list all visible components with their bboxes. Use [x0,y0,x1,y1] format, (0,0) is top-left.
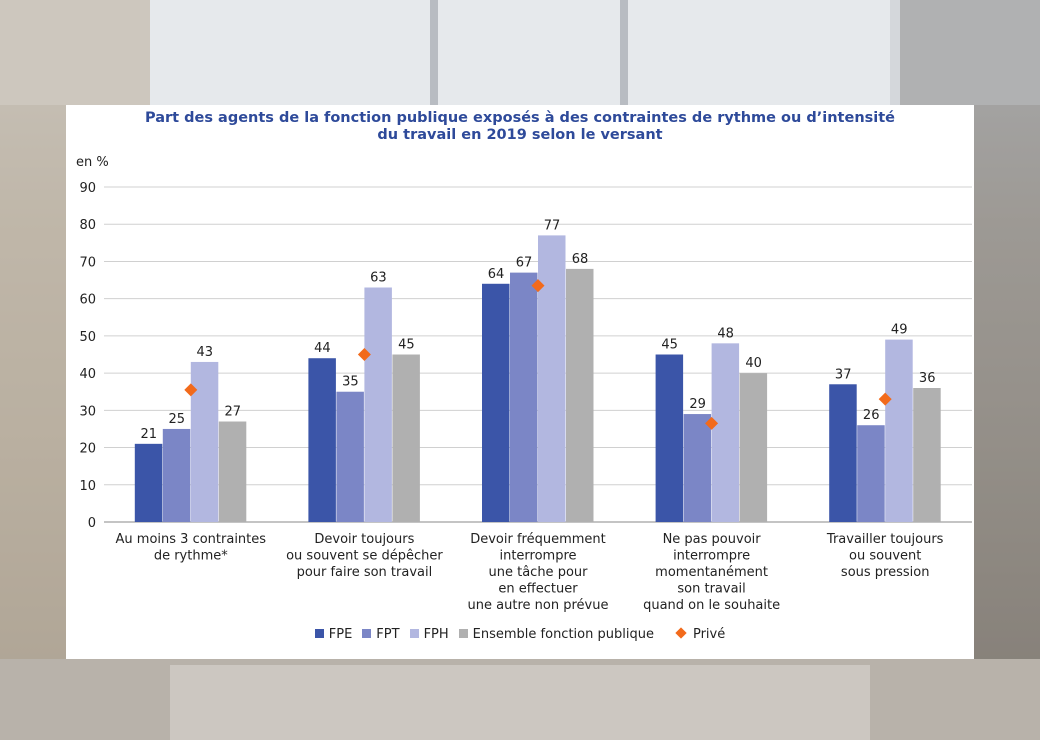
y-tick-label: 70 [79,255,96,270]
prive-marker [531,279,545,293]
data-label: 63 [370,271,387,286]
bar [655,354,684,522]
data-label: 45 [661,338,678,353]
x-tick-label: quand on le souhaite [643,598,780,613]
data-label: 27 [225,405,242,420]
x-tick-label: pour faire son travail [297,565,433,580]
bar-chart: en % 0 10 20 30 40 50 60 70 80 90 21 25 43 27 Au moins … [76,155,972,613]
bar [913,388,941,522]
data-label: 49 [891,323,908,338]
chart-legend: FPE FPT FPH Ensemble fonction publique Privé [66,627,974,642]
x-tick-label: son travail [677,582,745,597]
x-tick-label: Ne pas pouvoir [663,532,762,547]
data-label: 25 [169,412,186,427]
legend-item: Privé [675,627,726,642]
y-tick-label: 20 [79,442,96,457]
y-tick-label: 40 [79,367,96,382]
bar [510,272,538,522]
bar [711,343,740,522]
legend-swatch [409,629,419,638]
legend-diamond [675,627,687,639]
bar [336,391,364,522]
y-axis-label: en % [76,155,109,170]
bar [829,384,857,522]
legend-swatch [458,629,468,638]
data-label: 64 [488,267,505,282]
x-tick-label: momentanément [655,565,768,580]
data-label: 26 [863,408,880,423]
x-tick-label: une tâche pour [489,565,589,580]
y-tick-label: 50 [79,330,96,345]
bar [308,358,336,522]
data-label: 29 [689,397,706,412]
x-tick-label: de rythme* [154,549,228,564]
y-tick-label: 0 [88,516,96,531]
chart-title: Part des agents de la fonction publique … [66,110,974,144]
data-label: 45 [398,338,415,353]
x-tick-label: interrompre [673,549,750,564]
bar [482,283,510,522]
prive-marker [705,416,719,430]
legend-swatch [362,629,372,638]
data-label: 77 [544,218,561,233]
legend-item: FPE [314,627,353,642]
data-label: 43 [197,345,214,360]
bar [857,425,885,522]
legend-item: FPH [409,627,449,642]
data-label: 37 [835,367,852,382]
bar [364,287,392,522]
y-tick-label: 30 [79,404,96,419]
y-tick-label: 10 [79,479,96,494]
data-label: 48 [717,326,734,341]
bar [538,235,566,522]
x-tick-label: une autre non prévue [468,598,609,613]
y-tick-label: 60 [79,293,96,308]
x-tick-label: Au moins 3 contraintes [116,532,267,547]
x-tick-label: ou souvent [849,549,921,564]
legend-label: FPT [376,627,400,642]
data-label: 44 [314,341,331,356]
data-label: 40 [745,356,762,371]
bar [134,443,163,522]
chart-card: Part des agents de la fonction publique … [66,105,974,659]
data-label: 35 [342,375,359,390]
prive-marker [184,383,198,397]
bar [683,414,712,522]
data-label: 36 [919,371,936,386]
chart-title-line-1: Part des agents de la fonction publique … [144,110,896,126]
legend-item: Ensemble fonction publique [458,627,654,642]
bar [218,421,247,522]
chart-title-line-2: du travail en 2019 selon le versant [377,127,663,143]
legend-swatch [314,629,324,638]
x-tick-label: sous pression [841,565,930,580]
bar [392,354,420,522]
bar [162,428,191,522]
legend-label: Privé [692,627,726,642]
legend-label: FPE [328,627,353,642]
prive-marker [357,348,371,361]
y-tick-label: 80 [79,218,96,233]
x-tick-label: ou souvent se dépêcher [286,549,443,564]
x-tick-label: en effectuer [498,582,578,597]
legend-item: FPT [362,627,400,642]
bar [885,339,913,522]
legend-label: Ensemble fonction publique [472,627,654,642]
x-tick-label: Travailler toujours [826,532,944,547]
x-tick-label: Devoir fréquemment [470,532,606,547]
x-tick-label: interrompre [499,549,576,564]
prive-marker [878,392,892,406]
data-label: 21 [141,427,158,442]
legend-label: FPH [423,627,449,642]
data-label: 68 [572,252,589,267]
bar [190,361,219,522]
bar [739,373,768,522]
bar [566,268,594,522]
x-tick-label: Devoir toujours [314,532,414,547]
y-tick-label: 90 [79,181,96,196]
data-label: 67 [516,256,533,271]
